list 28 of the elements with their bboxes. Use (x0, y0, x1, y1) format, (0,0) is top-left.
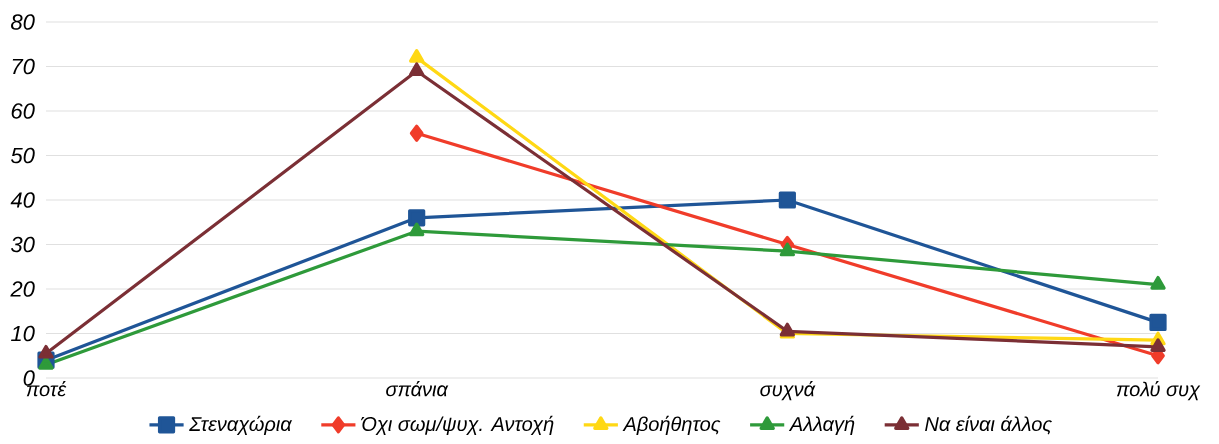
point (1150, 338, 1166, 352)
legend-label: Όχι σωμ/ψυχ. Αντοχή (360, 415, 554, 436)
point (409, 222, 425, 237)
legend-label: Αβοήθητος (622, 415, 721, 436)
y-tick-label: 10 (11, 325, 35, 342)
point (1150, 275, 1166, 290)
point (408, 209, 426, 227)
y-tick-label: 40 (10, 192, 35, 208)
point (779, 242, 796, 257)
y-tick-label: 80 (11, 14, 35, 30)
y-tick-label: 50 (10, 147, 35, 164)
point (38, 344, 54, 359)
y-tick-label: 20 (10, 281, 35, 297)
y-tick-label: 30 (10, 236, 35, 253)
point (409, 124, 424, 142)
point (778, 191, 796, 209)
point (409, 49, 425, 63)
point (1149, 313, 1167, 331)
point (38, 356, 54, 370)
legend-label: Να είναι άλλος (925, 415, 1053, 435)
point (409, 62, 425, 77)
legend-label: Στεναχώρια (189, 415, 293, 436)
x-tick-label: πολύ συχ (1116, 381, 1201, 401)
y-tick-label: 70 (12, 58, 35, 75)
y-tick-label: 60 (11, 103, 35, 119)
legend-label: Αλλαγή (788, 415, 855, 436)
x-tick-label: συχνά (760, 381, 816, 401)
x-tick-label: σπάνια (386, 381, 449, 397)
